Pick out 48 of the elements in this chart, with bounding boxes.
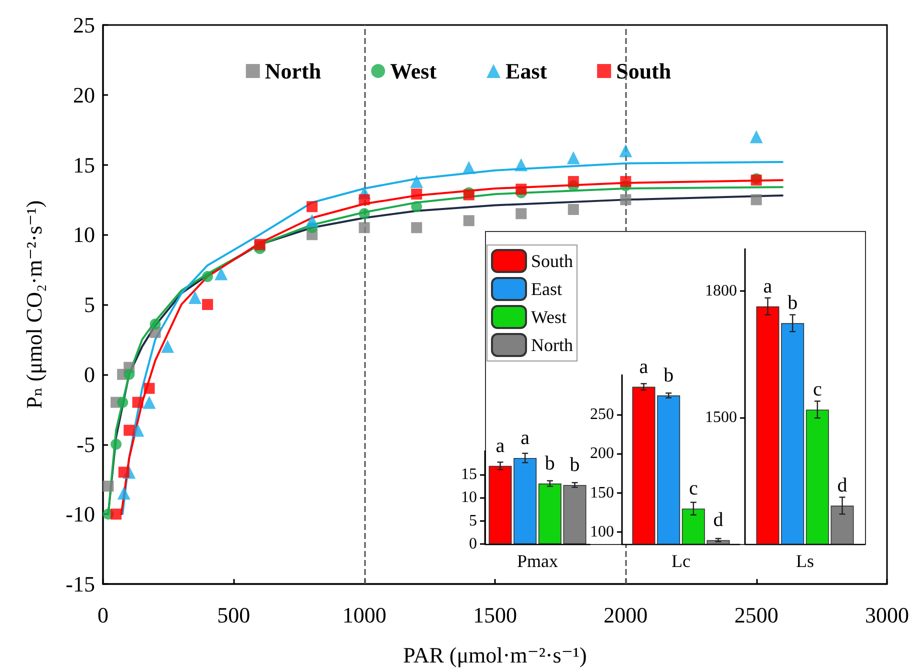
y-tick-label: 0: [469, 536, 477, 552]
legend-label: East: [531, 279, 562, 299]
y-axis-title: Pₙ (μmol CO₂·m⁻²·s⁻¹): [22, 200, 46, 409]
data-label: b: [544, 452, 555, 475]
data-label: a: [639, 356, 648, 378]
x-tick-label: 2000: [604, 602, 648, 628]
data-label: b: [788, 292, 798, 314]
x-tick-label: Pmax: [516, 551, 558, 571]
data-label: a: [520, 426, 530, 449]
legend-label: North: [264, 58, 322, 84]
y-tick-label: 15: [73, 152, 95, 178]
data-label: b: [664, 364, 674, 386]
data-label: a: [763, 275, 772, 298]
legend-label: South: [531, 251, 574, 271]
data-label: d: [837, 474, 848, 497]
x-tick-label: Lc: [672, 551, 691, 571]
legend-label: South: [616, 58, 672, 84]
y-tick-label: -15: [66, 572, 95, 596]
data-label: c: [688, 478, 698, 500]
y-tick-label: 1800: [705, 282, 737, 300]
x-tick-label: 1000: [342, 602, 386, 628]
y-tick-label: 200: [590, 445, 614, 462]
legend-label: West: [531, 307, 567, 327]
y-tick-label: 25: [73, 12, 95, 38]
y-tick-label: 15: [461, 466, 477, 483]
legend-label: West: [390, 58, 438, 84]
data-label: c: [812, 378, 822, 401]
x-tick-label: Ls: [796, 551, 814, 571]
y-tick-label: 10: [73, 222, 95, 248]
y-tick-label: 100: [590, 524, 614, 541]
y-tick-label: 250: [590, 406, 614, 423]
y-tick-label: -5: [76, 432, 95, 457]
data-label: b: [570, 454, 580, 476]
legend-label: East: [506, 58, 548, 84]
y-tick-label: 0: [84, 362, 95, 387]
x-tick-label: 2500: [734, 602, 778, 628]
data-label: a: [496, 434, 505, 457]
y-tick-label: 5: [84, 292, 95, 317]
y-tick-label: 150: [590, 484, 614, 502]
y-tick-label: 5: [469, 512, 477, 530]
x-axis-title: PAR (μmol·m⁻²·s⁻¹): [403, 642, 587, 668]
data-label: d: [713, 509, 724, 532]
x-tick-label: 500: [217, 602, 250, 628]
y-tick-label: 10: [461, 489, 477, 506]
y-tick-label: -10: [66, 502, 95, 527]
legend-label: North: [531, 335, 573, 355]
y-tick-label: 20: [73, 82, 95, 108]
x-tick-label: 3000: [865, 602, 909, 628]
